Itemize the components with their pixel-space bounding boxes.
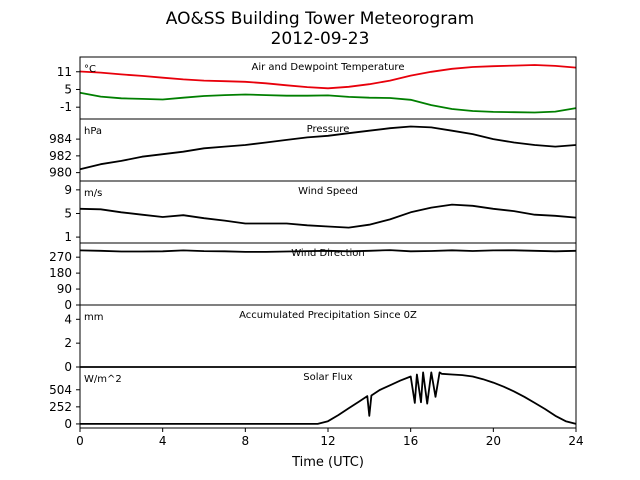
series-line-2-0 (79, 203, 577, 229)
y-tick-label: 4 (64, 312, 72, 326)
x-tick-label: 8 (242, 434, 250, 448)
y-tick-label: 1 (64, 230, 72, 244)
x-tick-label: 24 (568, 434, 583, 448)
x-tick-label: 20 (486, 434, 501, 448)
panel-title: Solar Flux (303, 372, 353, 383)
y-tick-label: 0 (64, 360, 72, 374)
panel-title: Wind Direction (291, 248, 365, 259)
x-axis-label: Time (UTC) (291, 455, 364, 470)
y-tick-label: -1 (60, 100, 72, 114)
panel-title: Accumulated Precipitation Since 0Z (239, 310, 417, 321)
y-tick-label: 180 (49, 266, 72, 280)
series-line-0-0 (79, 64, 577, 90)
panel-title: Pressure (307, 124, 350, 135)
y-tick-label: 90 (57, 282, 72, 296)
y-tick-label: 9 (64, 183, 72, 197)
series-line-5-0 (80, 371, 577, 425)
unit-label: W/m^2 (84, 374, 122, 385)
series-line-3-0 (79, 249, 577, 253)
x-tick-label: 16 (403, 434, 418, 448)
panel-title: Wind Speed (298, 186, 358, 197)
series-line-1-0 (79, 125, 577, 171)
panel-3: 270 180 90 0 Wind Direction (49, 242, 577, 312)
y-tick-label: 980 (49, 166, 72, 180)
y-tick-label: 5 (64, 206, 72, 220)
unit-label: hPa (84, 126, 102, 137)
panel-title: Air and Dewpoint Temperature (252, 62, 405, 73)
figure-title: AO&SS Building Tower Meteorogram (166, 9, 474, 29)
series-line-0-1 (79, 91, 577, 114)
y-tick-label: 0 (64, 417, 72, 431)
chart-panels: 115-1°C Air and Dewpoint Temperature98498… (49, 56, 577, 431)
x-axis: 0 4 8 12 16 20 24 (76, 428, 584, 448)
y-tick-label: 252 (49, 400, 72, 414)
y-tick-label: 984 (49, 132, 72, 146)
y-tick-label: 504 (49, 383, 72, 397)
y-tick-label: 0 (64, 298, 72, 312)
y-tick-label: 2 (64, 336, 72, 350)
panel-2: 9 5 1 m/s Wind Speed (64, 180, 577, 244)
figure-date: 2012-09-23 (271, 29, 370, 49)
panel-0: 11 5 -1 °C Air and Dewpoint Temperature (57, 56, 577, 120)
unit-label: m/s (84, 188, 102, 199)
y-tick-label: 982 (49, 149, 72, 163)
x-tick-label: 12 (320, 434, 335, 448)
panel-5: 504 252 0 W/m^2 Solar Flux (49, 366, 577, 431)
y-tick-label: 5 (64, 82, 72, 96)
y-tick-label: 270 (49, 250, 72, 264)
unit-label: mm (84, 312, 103, 323)
x-tick-label: 4 (159, 434, 167, 448)
panel-1: 984 982 980 hPa Pressure (49, 118, 577, 182)
x-tick-label: 0 (76, 434, 84, 448)
y-tick-label: 11 (57, 65, 72, 79)
panel-4: 4 2 0 mm Accumulated Precipitation Since 0Z (64, 304, 577, 374)
unit-label: °C (84, 64, 96, 75)
